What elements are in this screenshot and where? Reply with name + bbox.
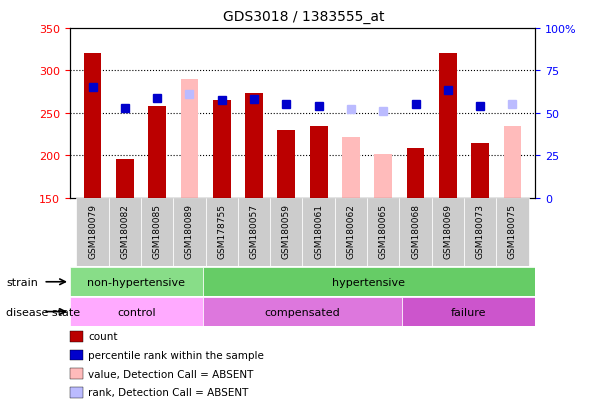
Bar — [148, 107, 166, 198]
Bar — [503, 127, 521, 198]
Text: GSM180059: GSM180059 — [282, 204, 291, 259]
Bar — [173, 198, 206, 266]
Text: disease state: disease state — [6, 307, 80, 317]
Bar — [206, 198, 238, 266]
Bar — [464, 198, 496, 266]
Text: GSM180057: GSM180057 — [249, 204, 258, 259]
Bar — [181, 80, 198, 198]
Text: GSM180065: GSM180065 — [379, 204, 388, 259]
Bar — [309, 126, 328, 198]
Text: GSM180068: GSM180068 — [411, 204, 420, 259]
Text: non-hypertensive: non-hypertensive — [88, 277, 185, 287]
Text: GSM180082: GSM180082 — [120, 204, 130, 259]
Text: GSM180079: GSM180079 — [88, 204, 97, 259]
Bar — [367, 198, 399, 266]
Text: compensated: compensated — [264, 307, 340, 317]
Text: GSM180085: GSM180085 — [153, 204, 162, 259]
Bar — [375, 154, 392, 198]
Bar — [77, 198, 109, 266]
Bar — [432, 198, 464, 266]
Text: rank, Detection Call = ABSENT: rank, Detection Call = ABSENT — [88, 387, 249, 397]
Bar — [109, 198, 141, 266]
Text: count: count — [88, 332, 118, 342]
Bar — [141, 198, 173, 266]
Text: control: control — [117, 307, 156, 317]
Bar — [245, 94, 263, 198]
Bar — [277, 131, 295, 198]
Text: GSM180075: GSM180075 — [508, 204, 517, 259]
Bar — [402, 297, 535, 326]
Text: strain: strain — [6, 277, 38, 287]
Bar — [238, 198, 270, 266]
Bar — [70, 297, 203, 326]
Bar — [303, 198, 335, 266]
Bar — [116, 159, 134, 198]
Bar — [439, 54, 457, 198]
Text: GSM178755: GSM178755 — [217, 204, 226, 259]
Text: GSM180061: GSM180061 — [314, 204, 323, 259]
Bar — [270, 198, 302, 266]
Bar — [407, 149, 424, 198]
Text: GSM180089: GSM180089 — [185, 204, 194, 259]
Bar — [335, 198, 367, 266]
Bar — [496, 198, 528, 266]
Bar — [84, 54, 102, 198]
Text: hypertensive: hypertensive — [333, 277, 406, 287]
Bar — [342, 138, 360, 198]
Bar — [203, 297, 402, 326]
Bar — [213, 101, 230, 198]
Text: value, Detection Call = ABSENT: value, Detection Call = ABSENT — [88, 369, 254, 379]
Text: GDS3018 / 1383555_at: GDS3018 / 1383555_at — [223, 10, 385, 24]
Text: GSM180069: GSM180069 — [443, 204, 452, 259]
Text: GSM180062: GSM180062 — [347, 204, 356, 259]
Bar — [399, 198, 432, 266]
Text: GSM180073: GSM180073 — [475, 204, 485, 259]
Text: failure: failure — [451, 307, 486, 317]
Bar — [203, 268, 535, 297]
Text: percentile rank within the sample: percentile rank within the sample — [88, 350, 264, 360]
Bar — [70, 268, 203, 297]
Bar — [471, 143, 489, 198]
